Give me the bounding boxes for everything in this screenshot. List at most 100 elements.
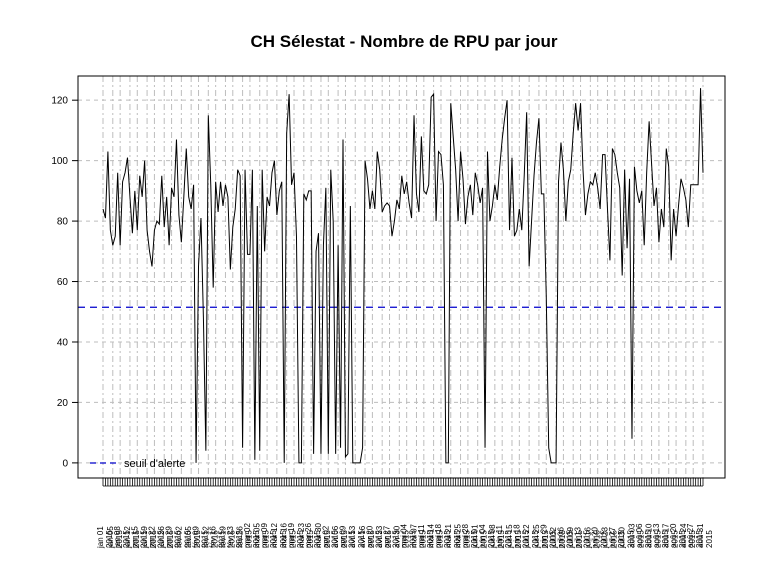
x-tick-label-group: fév 02 2015 (174, 526, 192, 548)
x-tick-label-group: mai 21 2015 (444, 523, 462, 548)
x-tick-label: fév 19 (218, 526, 227, 548)
y-tick-label: 40 (57, 337, 69, 348)
x-tick-label-year: 2015 (436, 530, 445, 548)
x-tick-label-year: 2015 (671, 530, 680, 548)
x-tick-label-year: 2015 (193, 530, 202, 548)
x-tick-label: juil 27 (608, 527, 617, 549)
x-tick-label-year: 2015 (497, 530, 506, 548)
x-tick-label-group: jan 08 2015 (113, 526, 131, 549)
x-tick-label-group: juin 08 2015 (488, 524, 506, 549)
x-tick-label: aoû 06 (635, 523, 644, 548)
x-tick-label-group: fév 19 2015 (218, 526, 236, 548)
x-tick-label-group: jan 29 2015 (165, 526, 183, 549)
x-tick-label-year: 2015 (678, 530, 687, 548)
x-tick-label-year: 2015 (235, 530, 244, 548)
x-tick-label-group: juil 06 2015 (556, 527, 574, 549)
x-tick-label-year: 2015 (323, 530, 332, 548)
x-tick-label-year: 2015 (227, 530, 236, 548)
y-tick-label: 0 (62, 458, 68, 469)
x-tick-label-group: mar 19 2015 (287, 523, 305, 548)
x-tick-label-group: mai 18 2015 (434, 523, 452, 548)
x-tick-label-group: juil 16 2015 (583, 527, 601, 549)
x-tick-label: mar 12 (270, 523, 279, 548)
x-tick-label-group: fév 23 2015 (226, 526, 244, 548)
x-tick-label-group: mar 05 2015 (253, 523, 271, 548)
x-tick-label: avr 23 (375, 525, 384, 548)
x-tick-label-year: 2015 (463, 530, 472, 548)
x-tick-label-group: juin 25 2015 (532, 524, 550, 549)
x-tick-label-year: 2015 (514, 530, 523, 548)
x-tick-label: juin 11 (495, 524, 504, 549)
x-tick-label: avr 02 (321, 525, 330, 548)
x-tick-label: aoû 24 (679, 523, 688, 548)
x-tick-label: mar 05 (253, 523, 262, 548)
x-tick-label-year: 2015 (654, 530, 663, 548)
x-tick-label-group: mai 28 2015 (461, 523, 479, 548)
x-tick-label: avr 30 (392, 525, 401, 548)
x-tick-label: fév 26 (236, 526, 245, 548)
x-tick-label: juin 18 (512, 524, 521, 549)
series-line-rpu (102, 88, 704, 464)
x-tick-label: aoû 27 (686, 523, 695, 548)
x-tick-label-year: 2015 (139, 530, 148, 548)
x-tick-label-group: jan 05 2015 (106, 526, 124, 549)
x-tick-label-year: 2015 (340, 530, 349, 548)
x-tick-label-year: 2015 (218, 530, 227, 548)
x-tick-label-year: 2015 (644, 530, 653, 548)
x-tick-label-group: avr 13 2015 (348, 525, 366, 548)
x-tick-label: jan 05 (106, 526, 115, 549)
x-tick-label: mai 28 (461, 523, 470, 548)
x-tick-label-year: 2015 (183, 530, 192, 548)
x-tick-label: mar 09 (260, 523, 269, 548)
x-tick-label: aoû 17 (662, 523, 671, 548)
x-tick-label: mar 26 (304, 523, 313, 548)
x-tick-label-year: 2015 (384, 530, 393, 548)
x-tick-label: aoû 13 (652, 523, 661, 548)
x-tick-label-year: 2015 (245, 530, 254, 548)
x-tick-label-year: 2015 (592, 530, 601, 548)
x-tick-label-group: avr 06 2015 (331, 525, 349, 548)
x-tick-label-year: 2015 (443, 530, 452, 548)
x-tick-label: avr 20 (365, 525, 374, 548)
x-tick-label-group: juin 11 2015 (495, 524, 513, 549)
y-tick-label: 60 (57, 277, 69, 288)
x-tick-label: mar 02 (243, 523, 252, 548)
x-tick-label-year: 2015 (367, 530, 376, 548)
x-tick-label-group: juin 15 2015 (505, 524, 523, 549)
x-tick-label-group: juil 27 2015 (608, 527, 626, 549)
x-tick-label-year: 2015 (609, 530, 618, 548)
x-tick-label: jan 29 (165, 526, 174, 549)
x-tick-label: avr 16 (358, 525, 367, 548)
x-tick-label-year: 2015 (296, 530, 305, 548)
x-tick-label: aoû 31 (696, 523, 705, 548)
x-tick-label-year: 2015 (409, 530, 418, 548)
x-tick-label-year: 2015 (330, 530, 339, 548)
x-tick-label-year: 2015 (426, 530, 435, 548)
x-tick-label: aoû 03 (627, 523, 636, 548)
x-tick-label-group: mai 11 2015 (417, 524, 435, 548)
x-tick-label: mai 21 (444, 523, 453, 548)
x-tick-label: aoû 10 (645, 523, 654, 548)
x-tick-label-group: juin 04 2015 (478, 524, 496, 549)
x-tick-label-year: 2015 (105, 530, 114, 548)
x-tick-label-year: 2015 (115, 530, 124, 548)
x-tick-label-group: juin 22 2015 (522, 524, 540, 549)
x-tick-label: juil 06 (556, 527, 565, 549)
grid-lines (78, 76, 725, 478)
x-tick-label: fév 23 (226, 526, 235, 548)
x-tick-label: juil 30 (618, 527, 627, 549)
x-tick-label-group: juin 18 2015 (512, 524, 530, 549)
x-tick-label: jan 19 (140, 526, 149, 549)
x-tick-label: avr 06 (331, 525, 340, 548)
x-tick-label-year: 2015 (504, 530, 513, 548)
x-tick-label: fév 12 (201, 526, 210, 548)
x-tick-label-group: fév 16 2015 (209, 526, 227, 548)
x-tick-label: fév 05 (184, 526, 193, 548)
x-tick-label-group: jan 01 2015 (96, 526, 114, 549)
x-tick-label-group: avr 16 2015 (358, 525, 376, 548)
x-tick-label-group: aoû 13 2015 (652, 523, 670, 548)
x-tick-label-group: aoû 17 2015 (662, 523, 680, 548)
x-tick-label: mar 23 (297, 523, 306, 548)
